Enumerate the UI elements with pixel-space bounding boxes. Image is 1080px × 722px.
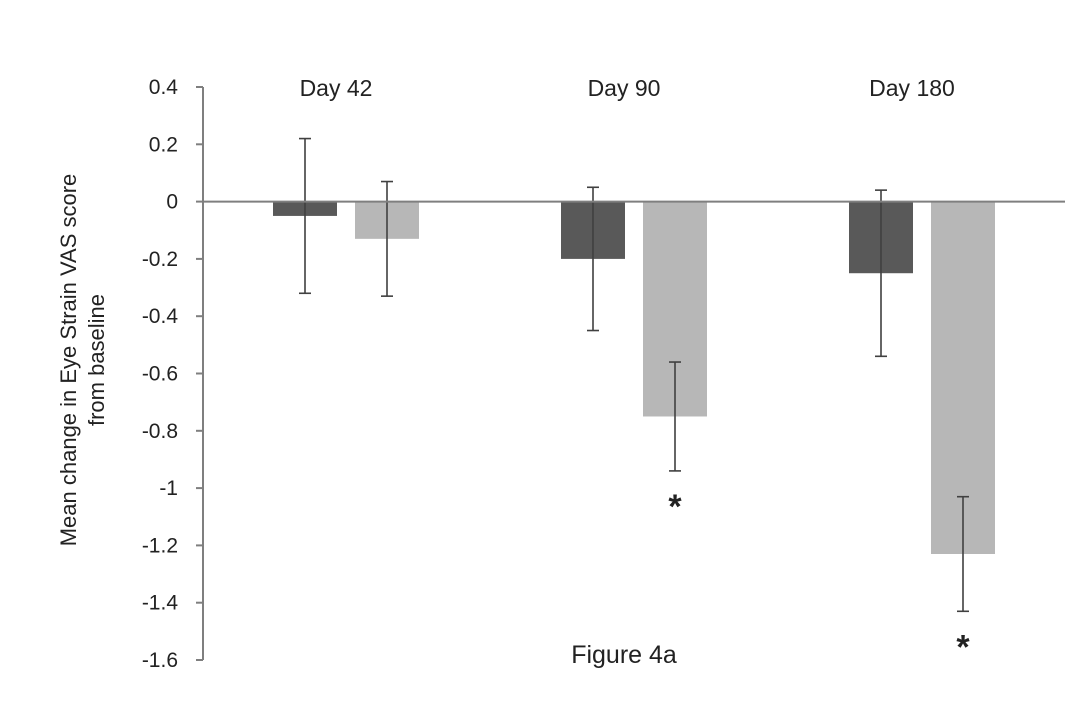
figure-caption: Figure 4a [571,641,677,669]
y-tick-label: 0.4 [149,76,179,99]
y-tick-label: -0.6 [142,363,178,386]
error-bar [587,186,599,332]
y-axis-title-line-1: Mean change in Eye Strain VAS score [56,174,81,547]
y-tick-label: 0 [166,191,178,214]
significance-marker: * [668,488,682,526]
y-tick-label: -0.8 [142,420,178,443]
y-tick-label: 0.2 [149,133,178,156]
y-axis-title-line-2: from baseline [84,294,109,426]
y-axis-title: Mean change in Eye Strain VAS score from… [56,174,109,547]
significance-marker: * [956,628,970,666]
y-tick-label: -1.2 [142,534,178,557]
category-label: Day 42 [300,75,373,101]
y-tick-label: -1 [159,477,178,500]
y-tick-label: -0.2 [142,248,178,271]
category-label: Day 180 [869,75,955,101]
bar-series-2-day-180 [931,201,995,554]
y-tick-label: -1.6 [142,649,178,672]
group-labels: Day 42 Day 90 Day 180 [300,75,955,101]
bars: ** [273,137,995,666]
y-tick-label: -0.4 [142,305,179,328]
error-bar [957,495,969,613]
y-axis: 0.4 0.2 0 -0.2 -0.4 -0.6 -0.8 -1 -1.2 -1.4 -1.6 [142,76,204,672]
error-bar [669,361,681,472]
y-tick-label: -1.4 [142,592,179,615]
category-label: Day 90 [588,75,661,101]
error-bar [299,137,311,295]
error-bar [875,189,887,358]
